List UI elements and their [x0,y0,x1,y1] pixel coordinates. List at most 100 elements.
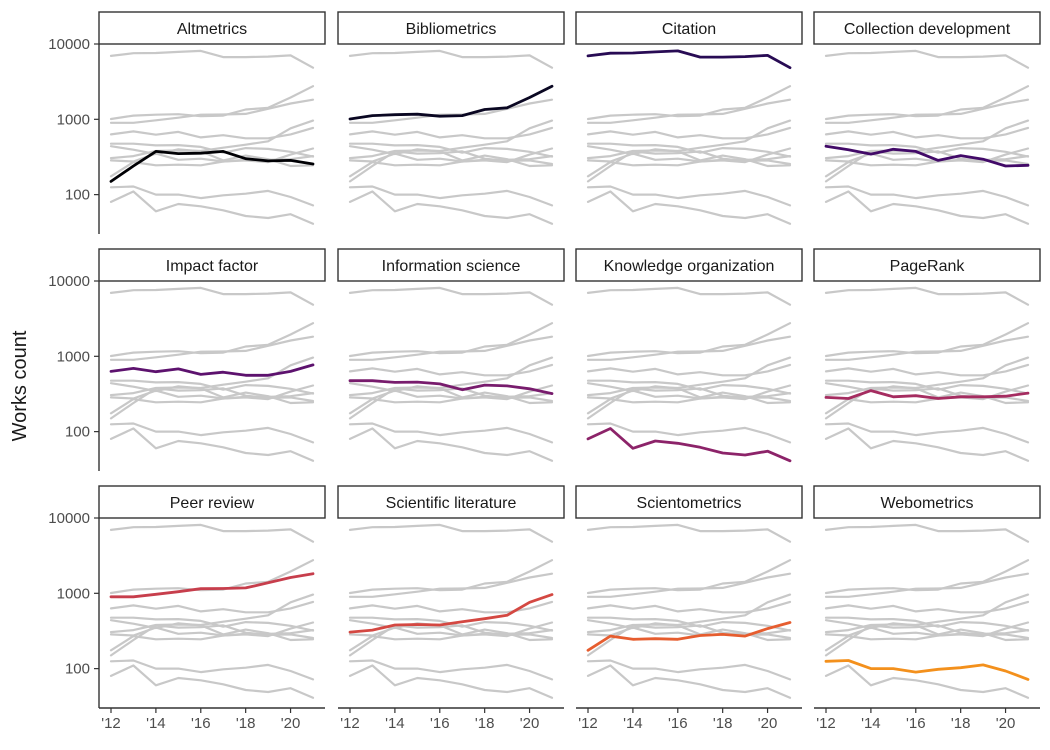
x-tick-label-2014-webometrics: '14 [861,715,881,732]
facet-strip-label-webometrics: Webometrics [880,495,973,512]
background-line-peer-review-in-bibliometrics [348,98,554,124]
background-line-scientometrics-in-peer-review [109,621,315,652]
highlight-line-scientometrics [586,621,792,652]
background-line-bibliometrics-in-altmetrics [109,85,315,121]
facet-strip-impact-factor [98,248,326,282]
highlight-line-information-science [348,379,554,396]
background-line-scientometrics-in-collection-development [824,147,1030,178]
background-line-citation-in-bibliometrics [348,49,554,69]
background-line-scientific-literature-in-impact-factor [109,356,315,397]
background-line-impact-factor-in-information-science [348,363,554,377]
highlight-line-impact-factor [109,363,315,377]
background-line-knowledge-organization-in-peer-review [109,664,315,699]
x-tick-label-2018-scientometrics: '18 [713,715,733,732]
background-line-collection-development-in-pagerank [824,382,1030,405]
background-line-webometrics-in-information-science [348,422,554,444]
highlight-line-pagerank [824,389,1030,400]
background-line-knowledge-organization-in-pagerank [824,427,1030,462]
background-line-citation-in-knowledge-organization [586,286,792,306]
facet-strip-collection-development [813,11,1041,45]
background-line-bibliometrics-in-information-science [348,322,554,358]
background-line-peer-review-in-collection-development [824,98,1030,124]
background-line-collection-development-in-scientometrics [586,619,792,642]
y-tick-label-100-row-2: 100 [65,424,90,441]
facet-strip-label-scientometrics: Scientometrics [637,495,742,512]
background-line-webometrics-in-altmetrics [109,185,315,207]
facet-strip-label-impact-factor: Impact factor [166,258,259,275]
background-line-citation-in-peer-review [109,523,315,543]
background-line-webometrics-in-citation [586,185,792,207]
background-line-scientific-literature-in-webometrics [824,593,1030,634]
background-line-scientometrics-in-bibliometrics [348,147,554,178]
x-tick-label-2018-peer-review: '18 [236,715,256,732]
facet-strip-information-science [337,248,565,282]
background-line-bibliometrics-in-collection-development [824,85,1030,121]
y-tick-label-10000-row-2: 10000 [48,273,90,290]
y-tick-label-100-row-3: 100 [65,661,90,678]
background-line-citation-in-scientific-literature [348,523,554,543]
x-tick-label-2012-scientific-literature: '12 [340,715,360,732]
y-tick-label-10000-row-3: 10000 [48,510,90,527]
background-line-bibliometrics-in-citation [586,85,792,121]
background-line-collection-development-in-altmetrics [109,145,315,168]
background-line-peer-review-in-impact-factor [109,335,315,361]
x-tick-label-2020-peer-review: '20 [281,715,301,732]
y-tick-label-10000-row-1: 10000 [48,36,90,53]
facet-strip-peer-review [98,485,326,519]
background-line-bibliometrics-in-webometrics [824,559,1030,595]
background-line-impact-factor-in-collection-development [824,126,1030,140]
highlight-line-collection-development [824,144,1030,168]
facet-strip-knowledge-organization [575,248,803,282]
background-line-knowledge-organization-in-collection-development [824,190,1030,225]
x-tick-label-2014-scientometrics: '14 [623,715,643,732]
highlight-line-scientific-literature [348,593,554,634]
background-line-webometrics-in-scientific-literature [348,659,554,681]
background-line-knowledge-organization-in-scientometrics [586,664,792,699]
x-tick-label-2016-peer-review: '16 [191,715,211,732]
background-line-peer-review-in-webometrics [824,572,1030,598]
background-line-collection-development-in-peer-review [109,619,315,642]
background-line-impact-factor-in-altmetrics [109,126,315,140]
background-line-peer-review-in-knowledge-organization [586,335,792,361]
background-line-impact-factor-in-scientometrics [586,600,792,614]
highlight-line-altmetrics [109,149,315,183]
background-line-scientific-literature-in-collection-development [824,119,1030,160]
background-line-impact-factor-in-citation [586,126,792,140]
background-line-bibliometrics-in-scientometrics [586,559,792,595]
x-tick-label-2016-scientific-literature: '16 [430,715,450,732]
x-tick-label-2012-webometrics: '12 [816,715,836,732]
facet-strip-label-altmetrics: Altmetrics [177,21,247,38]
x-tick-label-2016-webometrics: '16 [906,715,926,732]
background-line-citation-in-information-science [348,286,554,306]
facet-strip-citation [575,11,803,45]
background-line-impact-factor-in-knowledge-organization [586,363,792,377]
y-tick-label-1000-row-2: 1000 [57,348,90,365]
facet-strip-webometrics [813,485,1041,519]
y-tick-label-1000-row-3: 1000 [57,585,90,602]
facet-strip-label-knowledge-organization: Knowledge organization [604,258,775,275]
background-line-collection-development-in-bibliometrics [348,145,554,168]
background-line-scientific-literature-in-scientometrics [586,593,792,634]
background-line-scientific-literature-in-bibliometrics [348,119,554,160]
background-line-peer-review-in-pagerank [824,335,1030,361]
background-line-collection-development-in-scientific-literature [348,619,554,642]
x-tick-label-2014-peer-review: '14 [146,715,166,732]
x-tick-label-2012-scientometrics: '12 [578,715,598,732]
x-tick-label-2020-scientometrics: '20 [758,715,778,732]
x-tick-label-2012-peer-review: '12 [101,715,121,732]
background-line-knowledge-organization-in-bibliometrics [348,190,554,225]
background-line-scientific-literature-in-pagerank [824,356,1030,397]
background-line-scientific-literature-in-altmetrics [109,119,315,160]
background-line-webometrics-in-bibliometrics [348,185,554,207]
x-tick-label-2016-scientometrics: '16 [668,715,688,732]
background-line-scientometrics-in-impact-factor [109,384,315,415]
background-line-citation-in-pagerank [824,286,1030,306]
background-line-bibliometrics-in-scientific-literature [348,559,554,595]
background-line-peer-review-in-scientific-literature [348,572,554,598]
facet-strip-scientific-literature [337,485,565,519]
facet-strip-label-information-science: Information science [382,258,521,275]
background-line-scientometrics-in-knowledge-organization [586,384,792,415]
background-line-webometrics-in-peer-review [109,659,315,681]
background-line-collection-development-in-webometrics [824,619,1030,642]
background-line-bibliometrics-in-pagerank [824,322,1030,358]
